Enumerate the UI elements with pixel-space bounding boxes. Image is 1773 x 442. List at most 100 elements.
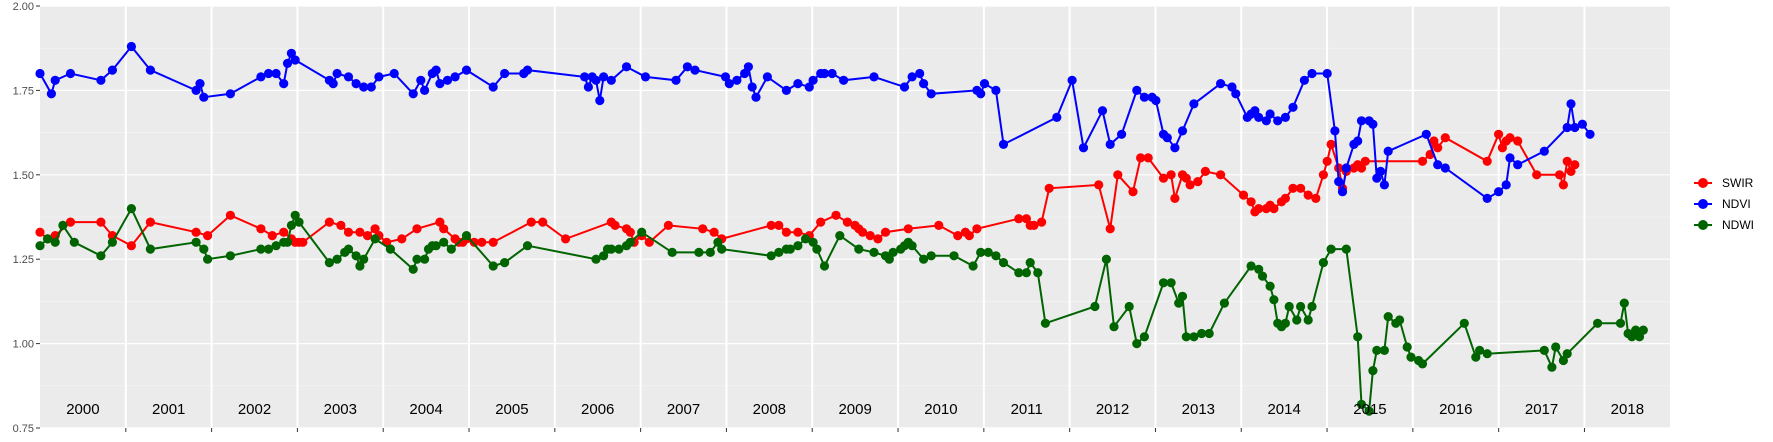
data-point-ndvi	[1513, 160, 1523, 170]
data-point-ndvi	[1254, 112, 1264, 122]
data-point-ndvi	[640, 72, 651, 82]
data-point-ndwi	[446, 244, 456, 254]
data-point-ndvi	[1078, 143, 1089, 153]
data-point-swir	[1105, 224, 1115, 234]
data-point-ndvi	[1337, 187, 1348, 197]
data-point-ndvi	[282, 58, 293, 68]
data-point-ndvi	[690, 65, 700, 75]
data-point-ndvi	[743, 62, 754, 72]
data-point-swir	[1532, 170, 1542, 180]
data-point-ndwi	[1318, 258, 1328, 268]
data-point-ndvi	[583, 82, 594, 92]
data-point-ndwi	[203, 254, 213, 264]
legend-key-point	[1698, 178, 1708, 188]
data-point-swir	[1037, 217, 1047, 227]
data-point-ndvi	[416, 75, 426, 85]
data-point-ndvi	[1368, 119, 1378, 129]
data-point-ndwi	[1292, 315, 1302, 325]
data-point-swir	[145, 217, 155, 227]
data-point-swir	[972, 224, 982, 234]
data-point-ndvi	[225, 89, 235, 99]
data-point-ndvi	[926, 89, 936, 99]
data-point-ndwi	[1090, 301, 1100, 312]
y-axis: 0.75 1.00 1.25 1.50 1.75 2.00	[13, 1, 40, 435]
data-point-swir	[1166, 170, 1176, 180]
data-point-ndvi	[1067, 75, 1077, 85]
year-label: 2012	[1096, 401, 1129, 418]
data-point-swir	[1136, 153, 1146, 163]
data-point-ndvi	[46, 89, 57, 99]
legend-key-point	[1698, 199, 1708, 209]
data-point-ndwi	[614, 244, 624, 254]
data-point-ndvi	[732, 75, 742, 85]
data-point-ndwi	[637, 227, 647, 237]
data-point-swir	[698, 224, 708, 234]
data-point-ndvi	[442, 75, 453, 85]
data-point-ndwi	[412, 254, 422, 264]
data-point-ndvi	[1353, 136, 1363, 146]
data-point-ndwi	[1402, 342, 1412, 352]
data-point-ndvi	[621, 62, 632, 72]
data-point-ndvi	[1097, 106, 1108, 116]
data-point-ndvi	[919, 79, 929, 89]
data-point-ndwi	[1395, 315, 1405, 325]
data-point-ndvi	[1440, 163, 1450, 173]
legend-label-ndwi: NDWI	[1722, 218, 1754, 232]
data-point-ndwi	[385, 244, 395, 254]
data-point-ndvi	[522, 65, 533, 75]
data-point-ndvi	[256, 72, 266, 82]
data-point-ndvi	[96, 75, 106, 85]
data-point-ndwi	[522, 241, 533, 251]
data-point-swir	[964, 231, 974, 241]
data-point-swir	[1566, 166, 1576, 176]
data-point-ndvi	[580, 72, 590, 82]
data-point-swir	[1246, 197, 1256, 207]
year-label: 2008	[753, 401, 786, 418]
data-point-ndvi	[793, 79, 803, 89]
data-point-ndvi	[1105, 139, 1115, 149]
data-point-ndvi	[907, 72, 917, 82]
data-point-ndwi	[408, 264, 418, 274]
data-point-swir	[1021, 214, 1031, 224]
data-point-ndvi	[899, 82, 910, 92]
data-point-ndvi	[450, 72, 460, 82]
data-point-ndwi	[819, 261, 830, 271]
data-point-ndvi	[998, 139, 1009, 149]
data-point-swir	[1296, 183, 1306, 193]
year-label: 2002	[238, 401, 271, 418]
data-point-ndwi	[606, 244, 616, 254]
data-point-ndwi	[884, 254, 894, 264]
data-point-ndvi	[366, 82, 376, 92]
data-point-ndvi	[271, 68, 281, 79]
data-point-ndwi	[1379, 345, 1389, 355]
year-label: 2014	[1267, 401, 1300, 418]
legend-label-swir: SWIR	[1722, 176, 1754, 190]
data-point-ndwi	[1372, 345, 1382, 355]
data-point-swir	[1014, 214, 1024, 224]
data-point-swir	[538, 217, 548, 227]
data-point-ndwi	[1109, 322, 1119, 332]
data-point-ndwi	[355, 261, 365, 271]
data-point-ndvi	[1250, 106, 1260, 116]
data-point-ndwi	[1417, 359, 1428, 369]
series-layer	[35, 41, 1648, 416]
data-point-ndvi	[720, 72, 731, 82]
data-point-ndvi	[1539, 146, 1549, 156]
data-point-swir	[1326, 139, 1336, 149]
data-point-ndwi	[625, 237, 635, 247]
data-point-ndvi	[762, 72, 773, 82]
data-point-ndwi	[1040, 318, 1050, 328]
data-point-swir	[1440, 133, 1450, 143]
data-point-swir	[1269, 204, 1279, 214]
data-point-swir	[644, 237, 654, 247]
data-point-ndvi	[332, 68, 342, 79]
data-point-ndvi	[595, 95, 605, 106]
data-point-ndvi	[839, 75, 849, 85]
data-point-ndvi	[819, 68, 830, 79]
data-point-ndvi	[1334, 177, 1344, 187]
data-point-ndwi	[1014, 268, 1024, 278]
year-label: 2001	[152, 401, 185, 418]
data-point-ndvi	[682, 62, 693, 72]
data-point-ndvi	[374, 72, 384, 82]
data-point-ndwi	[1471, 352, 1481, 362]
